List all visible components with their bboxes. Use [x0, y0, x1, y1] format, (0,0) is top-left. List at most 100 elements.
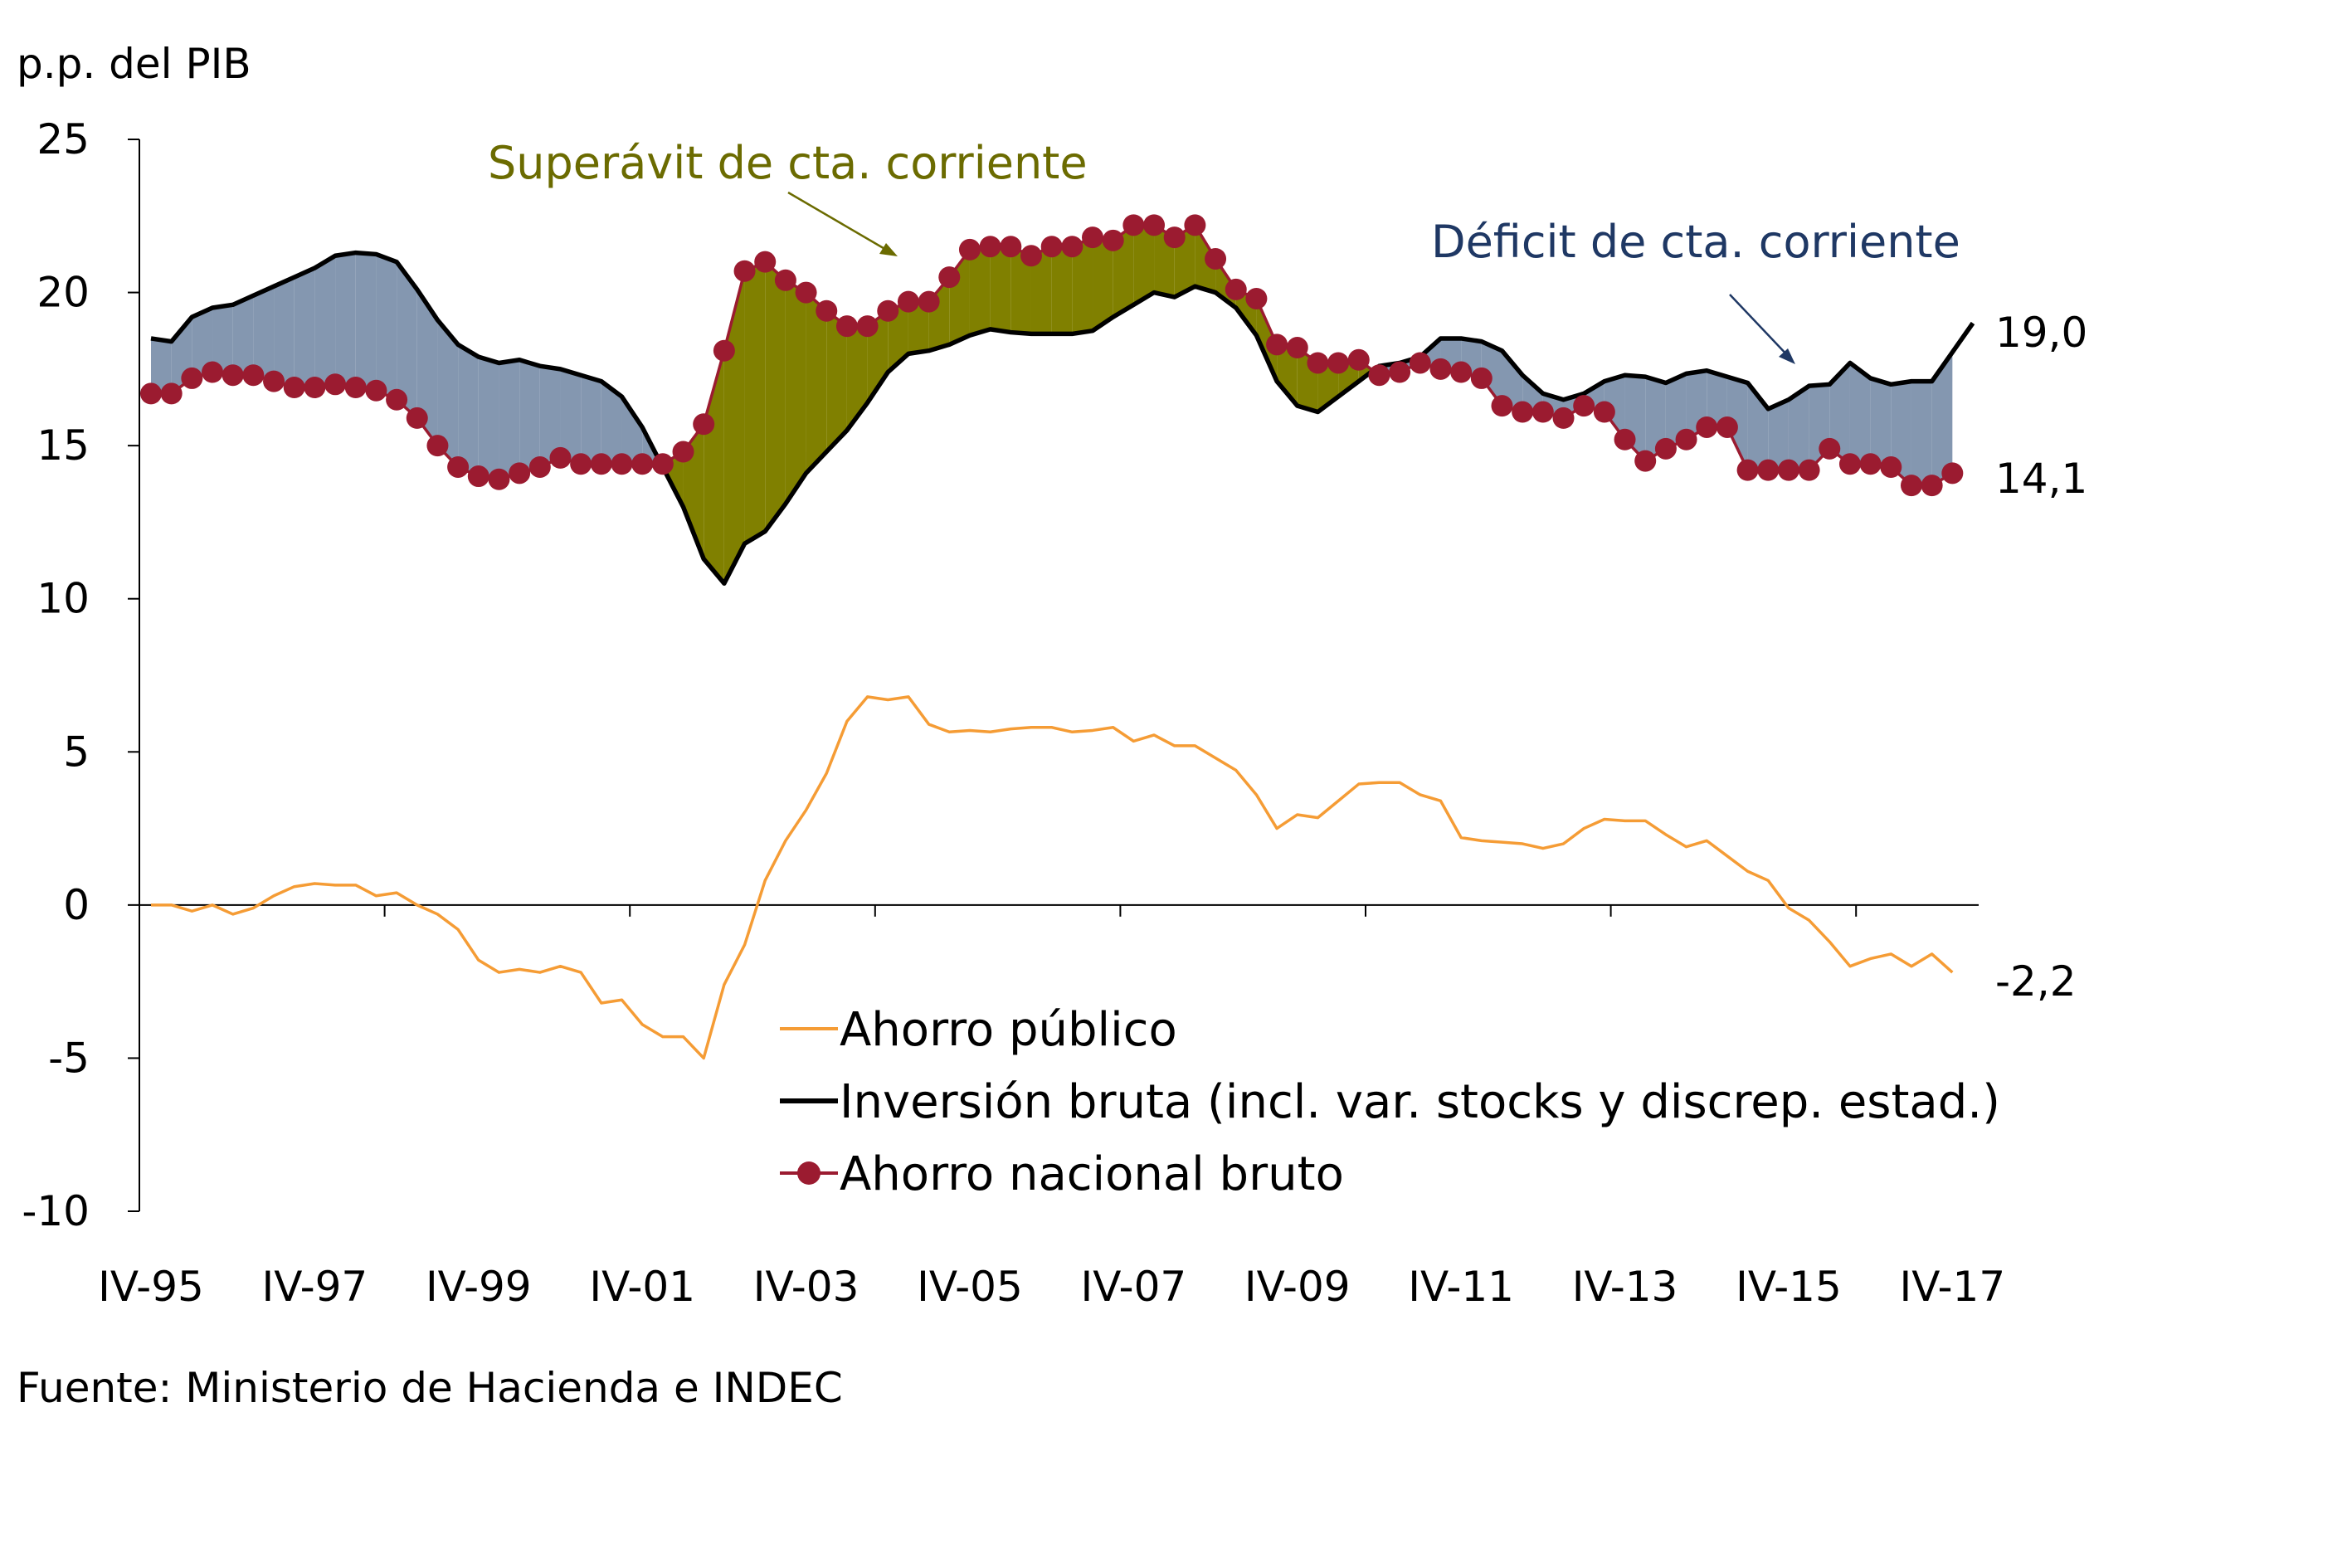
deficit-area-segment	[1481, 341, 1502, 407]
legend-marker-ahorro-nacional	[797, 1161, 821, 1185]
annotation-superavit-arrowhead	[879, 243, 898, 256]
marker-ahorro-nacional	[672, 441, 694, 463]
deficit-area-segment	[560, 368, 582, 465]
y-axis-label: p.p. del PIB	[17, 40, 251, 88]
superavit-area-segment	[1256, 298, 1278, 382]
marker-ahorro-nacional	[631, 453, 654, 475]
legend-label-inversion: Inversión bruta (incl. var. stocks y dis…	[840, 1075, 2000, 1129]
deficit-area-segment	[232, 295, 254, 376]
y-tick-label: 5	[63, 728, 90, 776]
deficit-area-segment	[1849, 363, 1871, 465]
marker-ahorro-nacional	[713, 339, 735, 362]
marker-ahorro-nacional	[918, 290, 940, 313]
end-label-ahorro-publico: -2,2	[1995, 957, 2077, 1006]
marker-ahorro-nacional	[488, 468, 510, 490]
x-tick-label: IV-13	[1572, 1263, 1678, 1311]
area-fills	[151, 225, 1953, 584]
deficit-area-segment	[1768, 399, 1789, 470]
deficit-area-segment	[621, 397, 643, 465]
annotation-superavit-arrow	[787, 191, 893, 255]
superavit-area-segment	[765, 261, 786, 532]
marker-ahorro-nacional	[1020, 245, 1042, 267]
marker-ahorro-nacional	[426, 435, 449, 457]
marker-ahorro-nacional	[774, 269, 796, 291]
marker-ahorro-nacional	[1736, 459, 1759, 481]
superavit-area-segment	[1277, 344, 1298, 407]
marker-ahorro-nacional	[1531, 401, 1554, 423]
y-tick-label: 25	[37, 115, 90, 163]
y-tick-label: 20	[37, 269, 90, 317]
annotation-deficit-arrowhead	[1779, 348, 1795, 364]
deficit-area-segment	[416, 289, 438, 446]
marker-ahorro-nacional	[242, 364, 265, 387]
marker-ahorro-nacional	[447, 455, 470, 478]
marker-ahorro-nacional	[1368, 364, 1390, 387]
marker-ahorro-nacional	[693, 413, 715, 436]
deficit-area-segment	[294, 268, 315, 388]
deficit-area-segment	[1726, 377, 1748, 470]
line-inversion	[150, 250, 1975, 587]
superavit-area-segment	[969, 246, 991, 336]
deficit-area-segment	[253, 286, 275, 382]
superavit-area-segment	[723, 270, 745, 584]
marker-ahorro-nacional	[1838, 453, 1861, 475]
legend: Ahorro público Inversión bruta (incl. va…	[780, 1003, 2000, 1201]
superavit-area-segment	[908, 301, 929, 354]
x-tick-label: IV-95	[98, 1263, 204, 1311]
marker-ahorro-nacional	[1941, 462, 1964, 485]
annotation-superavit: Superávit de cta. corriente	[488, 137, 1088, 189]
marker-ahorro-nacional	[1389, 361, 1411, 383]
marker-ahorro-nacional	[1491, 395, 1513, 417]
superavit-area-segment	[785, 280, 806, 504]
y-tick-label: 10	[37, 575, 90, 623]
marker-ahorro-nacional	[509, 462, 531, 485]
superavit-area-segment	[826, 310, 847, 452]
superavit-area-segment	[1072, 237, 1093, 334]
marker-ahorro-nacional	[1552, 407, 1575, 429]
deficit-area-segment	[539, 366, 561, 467]
marker-ahorro-nacional	[1819, 437, 1841, 460]
marker-ahorro-nacional	[1654, 437, 1677, 460]
marker-ahorro-nacional	[1205, 247, 1227, 270]
line-ahorro-publico	[151, 695, 1954, 1060]
x-tick-label: IV-09	[1244, 1263, 1351, 1311]
marker-ahorro-nacional	[979, 236, 1001, 258]
marker-ahorro-nacional	[181, 367, 203, 389]
x-tick-label: IV-05	[917, 1263, 1023, 1311]
marker-ahorro-nacional	[202, 361, 224, 383]
marker-ahorro-nacional	[1143, 214, 1166, 236]
marker-ahorro-nacional	[1409, 352, 1431, 374]
y-tick-label: 0	[63, 881, 90, 929]
marker-ahorro-nacional	[1900, 475, 1922, 497]
marker-ahorro-nacional	[856, 315, 879, 338]
marker-ahorro-nacional	[1429, 358, 1452, 380]
deficit-area-segment	[499, 359, 520, 480]
deficit-area-segment	[355, 252, 377, 391]
superavit-area-segment	[846, 326, 868, 431]
legend-label-ahorro-nacional: Ahorro nacional bruto	[840, 1147, 1344, 1201]
marker-ahorro-nacional	[1675, 428, 1697, 450]
marker-ahorro-nacional	[528, 455, 551, 478]
superavit-area-segment	[806, 292, 827, 474]
marker-ahorro-nacional	[222, 364, 244, 387]
deficit-area-segment	[458, 344, 479, 477]
marker-ahorro-nacional	[570, 453, 592, 475]
marker-ahorro-nacional	[897, 290, 919, 313]
marker-ahorro-nacional	[877, 299, 899, 322]
deficit-area-segment	[192, 308, 213, 378]
deficit-area-segment	[151, 338, 172, 394]
marker-ahorro-nacional	[1757, 459, 1780, 481]
marker-ahorro-nacional	[344, 377, 367, 399]
marker-ahorro-nacional	[938, 266, 961, 289]
marker-ahorro-nacional	[1266, 334, 1288, 356]
chart-text: p.p. del PIB Fuente: Ministerio de Hacie…	[17, 40, 2087, 1412]
marker-ahorro-nacional	[263, 370, 285, 392]
marker-ahorro-nacional	[1040, 236, 1063, 258]
marker-ahorro-nacional	[1798, 459, 1820, 481]
marker-ahorro-nacional	[754, 251, 777, 273]
series-markers	[140, 214, 1964, 497]
superavit-area-segment	[928, 277, 950, 351]
x-tick-label: IV-11	[1408, 1263, 1514, 1311]
deficit-area-segment	[601, 381, 622, 465]
